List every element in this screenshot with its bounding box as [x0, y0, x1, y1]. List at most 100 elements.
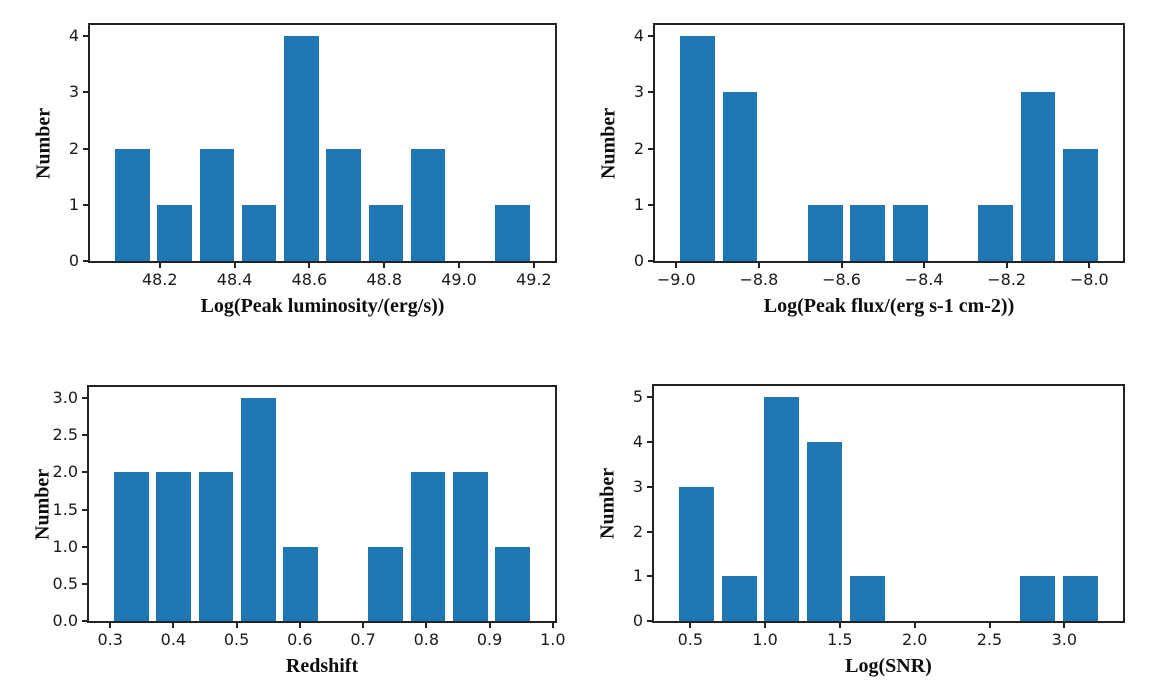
- x-tick: [172, 623, 175, 628]
- x-tick-label: 0.7: [350, 630, 376, 649]
- y-tick: [83, 260, 88, 262]
- x-tick: [675, 263, 678, 268]
- histogram-bar: [892, 204, 928, 261]
- histogram-bar: [977, 204, 1013, 261]
- x-tick: [1063, 623, 1066, 628]
- histogram-bar: [114, 472, 149, 621]
- histogram-bar: [241, 204, 277, 261]
- x-tick-label: −9.0: [656, 270, 696, 289]
- x-tick: [838, 623, 841, 628]
- y-tick: [82, 545, 87, 548]
- y-tick-label: 1: [632, 566, 643, 586]
- y-tick-label: 3.0: [52, 388, 78, 408]
- y-tick: [647, 441, 652, 443]
- x-tick: [1005, 263, 1008, 268]
- y-tick: [83, 203, 88, 206]
- histogram-bar: [1020, 576, 1056, 621]
- y-axis-label: Number: [596, 467, 619, 540]
- y-tick-label: 2.5: [52, 425, 78, 445]
- histogram-bar: [241, 398, 276, 621]
- y-tick-label: 1: [68, 195, 79, 214]
- y-axis-label: Number: [597, 107, 620, 179]
- x-tick-label: 3.0: [1051, 630, 1078, 649]
- y-tick: [82, 620, 87, 622]
- y-tick: [82, 434, 87, 437]
- y-axis-label: Number: [31, 468, 54, 540]
- y-tick-label: 1.0: [52, 536, 78, 556]
- histogram-bar: [452, 472, 488, 621]
- y-tick-label: 4: [632, 432, 643, 452]
- x-tick: [308, 263, 311, 268]
- y-tick: [82, 582, 87, 585]
- x-tick: [764, 623, 767, 628]
- y-tick-label: 3: [632, 476, 643, 496]
- histogram-bar: [410, 472, 446, 621]
- y-tick-label: 0: [633, 251, 644, 271]
- x-tick-label: 1.5: [827, 630, 853, 649]
- y-tick: [82, 397, 87, 400]
- y-tick-label: 1: [633, 195, 644, 214]
- y-tick: [83, 35, 88, 38]
- histogram-bar: [199, 148, 235, 261]
- x-tick-label: 48.2: [141, 270, 178, 289]
- x-axis-label: Redshift: [285, 655, 359, 677]
- x-tick-label: 0.6: [287, 630, 313, 649]
- x-tick: [233, 263, 236, 268]
- y-tick-label: 0.0: [52, 611, 78, 631]
- x-tick-label: 49.0: [441, 270, 477, 289]
- x-tick: [362, 623, 365, 628]
- x-tick-label: −8.0: [1069, 270, 1109, 289]
- y-axis-label: Number: [32, 107, 55, 179]
- y-tick: [83, 147, 88, 150]
- x-tick-label: 0.8: [413, 630, 440, 649]
- y-tick: [648, 203, 653, 206]
- y-tick-label: 4: [633, 26, 644, 46]
- histogram-bar: [849, 576, 885, 621]
- y-tick: [647, 396, 652, 399]
- x-tick: [689, 623, 692, 628]
- y-tick: [648, 260, 653, 262]
- histogram-bar: [157, 204, 192, 261]
- histogram-bar: [114, 148, 150, 261]
- x-axis-label: Log(SNR): [845, 655, 932, 677]
- histogram-bar: [721, 576, 757, 621]
- x-tick-label: −8.8: [739, 270, 779, 289]
- x-tick: [757, 263, 760, 268]
- x-tick-label: 0.4: [160, 630, 187, 649]
- x-tick-label: 48.6: [291, 270, 328, 289]
- x-tick: [551, 623, 554, 628]
- y-tick: [647, 620, 652, 622]
- histogram-bar: [156, 472, 192, 621]
- x-tick-label: −8.4: [904, 270, 944, 289]
- x-tick: [235, 623, 238, 628]
- y-tick: [647, 575, 652, 578]
- y-tick-label: 3: [68, 82, 79, 102]
- histogram-bar: [283, 546, 319, 621]
- y-tick: [82, 471, 87, 474]
- x-tick: [109, 623, 112, 628]
- histogram-bar: [722, 92, 758, 261]
- y-tick: [648, 147, 653, 150]
- histogram-bar: [1020, 92, 1056, 261]
- x-tick-label: −8.2: [987, 270, 1027, 289]
- plot-area: −9.0 −8.8 −8.6 −8.4 −8.2 −8.0 0 1 2 3 4: [634, 23, 1125, 288]
- histogram-bar: [326, 148, 361, 261]
- x-tick: [158, 263, 161, 268]
- x-tick-label: 49.2: [516, 270, 552, 289]
- y-tick-label: 0: [68, 251, 79, 271]
- y-tick: [648, 91, 653, 94]
- y-tick-label: 0.5: [52, 574, 78, 594]
- x-tick: [532, 263, 535, 268]
- y-tick-label: 3: [633, 82, 644, 102]
- y-tick-label: 2: [68, 138, 79, 158]
- histogram-bar: [850, 204, 886, 261]
- x-tick-label: 48.8: [366, 270, 402, 289]
- x-tick-label: 1.0: [540, 630, 566, 649]
- y-tick: [648, 35, 653, 38]
- x-axis-label: Log(Peak flux/(erg s-1 cm-2)): [763, 295, 1015, 317]
- histogram-bar: [679, 486, 715, 621]
